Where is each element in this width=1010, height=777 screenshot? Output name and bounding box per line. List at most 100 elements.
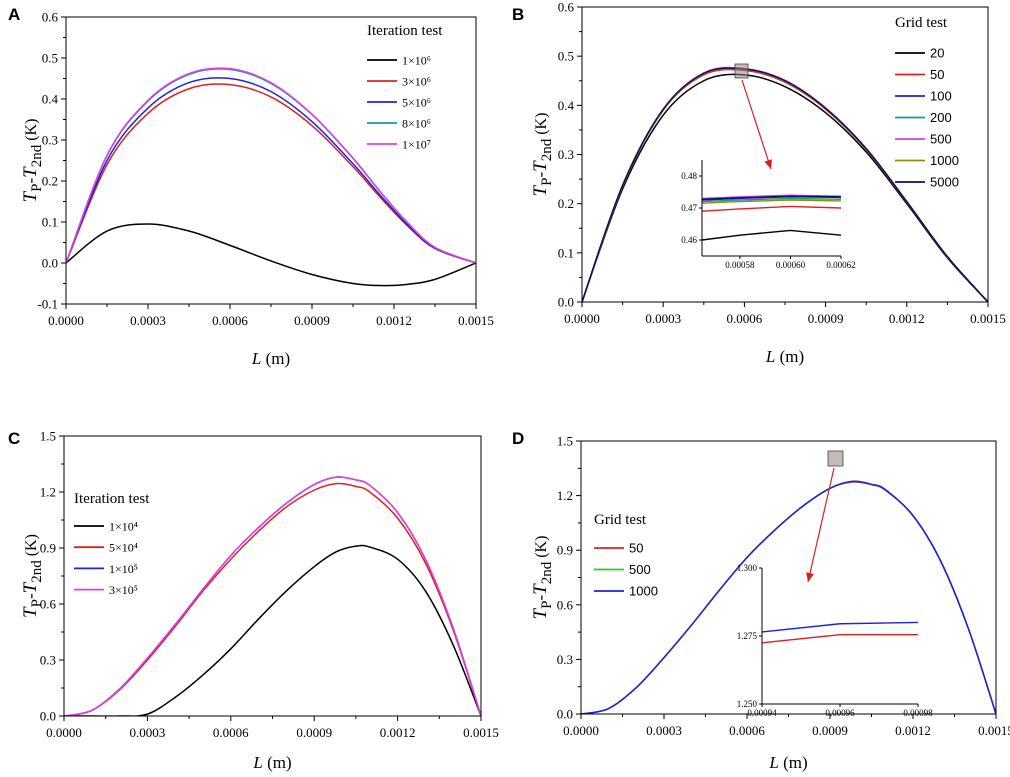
x-tick-label: 0.0003 [130, 313, 166, 328]
panel-label: A [8, 5, 20, 24]
y-axis-label: TP-T2nd (K) [20, 534, 45, 618]
x-axis-label-var: L [252, 753, 262, 772]
x-axis-label: L (m) [765, 347, 804, 366]
y-tick-label: 0.3 [558, 147, 574, 162]
inset-y-tick-label: 0.48 [681, 171, 697, 181]
x-tick-label: 0.0012 [889, 311, 925, 326]
legend-label: 500 [930, 132, 952, 147]
legend: Iteration test 1×10⁶ 3×10⁶ 5×10⁶ 8×10⁶ 1×10⁷ [367, 23, 443, 152]
series-line-5000 [582, 67, 988, 302]
series-line-1×10⁶ [66, 223, 476, 287]
x-tick-label: 0.0012 [380, 725, 416, 740]
inset-series-line-200 [701, 197, 842, 203]
inset-x-tick-label: 0.00058 [725, 260, 755, 270]
series-lines [64, 476, 481, 716]
y-tick-label: 0.5 [42, 51, 58, 66]
legend-label: 50 [629, 541, 643, 556]
x-tick-label: 0.0003 [646, 723, 682, 738]
y-axis-label-unit: (K) [533, 536, 550, 562]
legend-label: 1×10⁴ [109, 520, 138, 534]
y-tick-label: 0.2 [42, 174, 58, 189]
series-line-1000 [581, 480, 996, 714]
x-tick-label: 0.0009 [812, 723, 848, 738]
y-axis-label-dash: - [531, 172, 550, 178]
inset-x-tick-label: 0.00062 [826, 260, 855, 270]
y-tick-label: 0.0 [558, 295, 574, 310]
y-axis-label-T: T [530, 184, 551, 196]
y-axis-label-sub: 2nd [539, 561, 555, 584]
y-axis-label-dash: - [21, 593, 40, 599]
series-line-5×10⁶ [66, 77, 476, 264]
x-tick-label: 0.0006 [213, 725, 249, 740]
legend-label: 1×10⁷ [402, 138, 431, 152]
panel-label: B [512, 5, 524, 24]
x-tick-label: 0.0009 [294, 313, 330, 328]
y-axis-label-T: T [20, 166, 41, 178]
y-axis-label-T: T [20, 581, 41, 593]
y-axis-label-dash: - [531, 595, 550, 601]
inset-background [762, 568, 918, 704]
series-line-20 [582, 73, 988, 302]
y-tick-label: 0.1 [558, 245, 574, 260]
panel-A: A0.0000 0.0003 0.0006 0.0009 0.0012 0.0015-0.… [8, 5, 494, 368]
plot-frame [581, 6, 989, 303]
y-tick-label: 0.6 [558, 0, 575, 15]
x-tick-label: 0.0015 [978, 723, 1010, 738]
x-axis-label-var: L [765, 347, 775, 366]
x-tick-label: 0.0015 [458, 313, 494, 328]
panel-label: C [8, 429, 20, 448]
y-axis-label-sub: P [539, 178, 555, 186]
zoom-region-marker [734, 63, 749, 79]
y-tick-label: 0.9 [40, 541, 56, 556]
inset-y-tick-label: 0.47 [681, 203, 697, 213]
inset-x-tick-label: 0.00096 [825, 708, 855, 718]
legend-label: 20 [930, 46, 944, 61]
x-axis-label-unit: (m) [779, 753, 808, 772]
legend: Grid test 20 50 100 200 500 1000 5000 [895, 15, 959, 190]
series-line-5×10⁴ [64, 482, 481, 716]
inset-series-line-50 [761, 633, 918, 644]
y-tick-label: 0.6 [42, 10, 59, 25]
panel-label: D [512, 429, 524, 448]
inset-x-tick-label: 0.00098 [903, 708, 933, 718]
x-axis-label-unit: (m) [261, 349, 290, 368]
inset-x-tick-label: 0.00060 [776, 260, 806, 270]
inset-series-line-20 [701, 229, 842, 241]
inset-series-line-50 [701, 205, 842, 212]
legend-label: 3×10⁶ [402, 75, 431, 89]
y-tick-label: 0.5 [558, 49, 574, 64]
y-tick-label: 0.3 [40, 653, 56, 668]
x-axis-label: L (m) [768, 753, 807, 772]
x-tick-label: 0.0009 [808, 311, 844, 326]
inset-series-line-1000 [701, 199, 842, 204]
y-tick-label: 0.1 [42, 215, 58, 230]
legend-label: 8×10⁶ [402, 117, 431, 131]
series-lines [582, 66, 988, 302]
legend-label: 5×10⁴ [109, 541, 138, 555]
legend-label: 1000 [930, 153, 959, 168]
y-tick-label: 0.6 [40, 597, 57, 612]
y-tick-label: 1.5 [557, 434, 573, 449]
inset: 0.00058 0.00060 0.00062 0.46 0.47 0.48 [681, 160, 856, 270]
series-line-1×10⁷ [66, 67, 476, 264]
y-tick-label: 0.0 [557, 707, 573, 722]
legend-label: 200 [930, 110, 952, 125]
legend-label: 5000 [930, 175, 959, 190]
legend-title: Grid test [594, 512, 647, 528]
zoom-arrow-head [764, 159, 772, 169]
plot-frame [63, 435, 482, 717]
x-tick-label: 0.0006 [212, 313, 248, 328]
legend-label: 500 [629, 562, 651, 577]
inset-y-tick-label: 1.250 [737, 699, 758, 709]
legend-title: Iteration test [367, 23, 443, 39]
y-axis-label-dash: - [21, 178, 40, 184]
x-tick-label: 0.0012 [376, 313, 412, 328]
y-axis-label-sub: 2nd [539, 138, 555, 161]
inset-y-tick-label: 0.46 [681, 235, 697, 245]
zoom-arrow-head [806, 572, 814, 582]
y-tick-label: 0.6 [557, 597, 574, 612]
zoom-arrow-line [807, 467, 835, 583]
legend-label: 3×10⁵ [109, 583, 138, 597]
x-tick-label: 0.0000 [46, 725, 82, 740]
